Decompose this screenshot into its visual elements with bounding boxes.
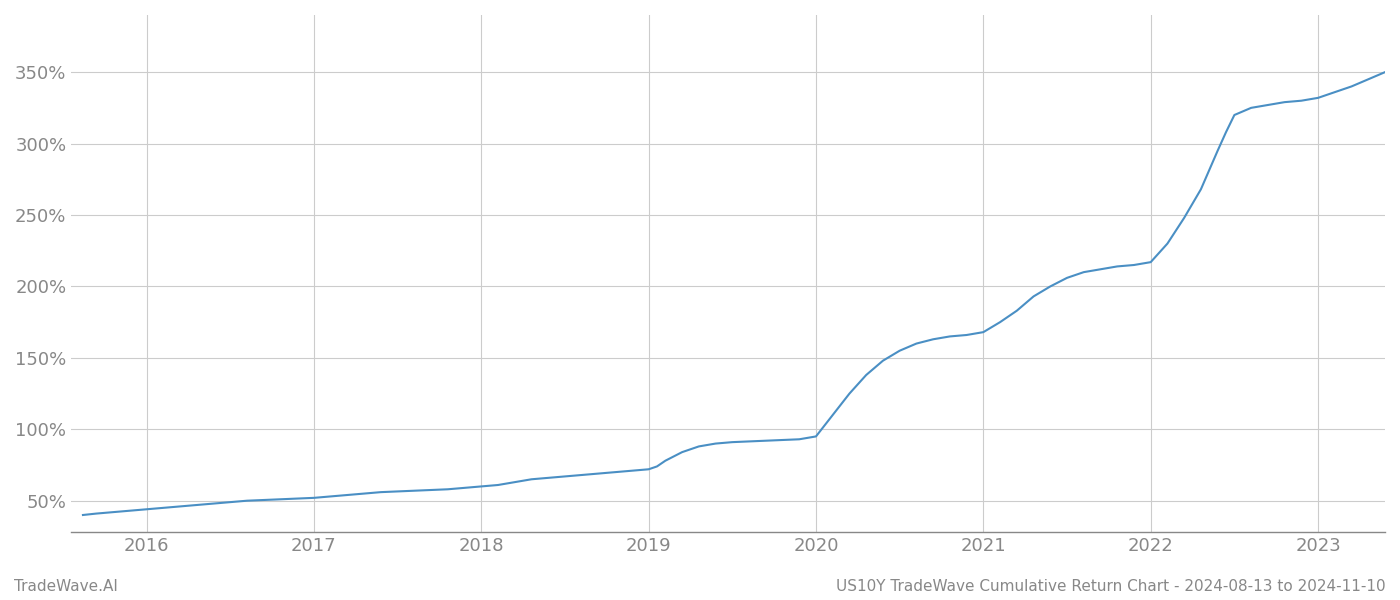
Text: US10Y TradeWave Cumulative Return Chart - 2024-08-13 to 2024-11-10: US10Y TradeWave Cumulative Return Chart … [836, 579, 1386, 594]
Text: TradeWave.AI: TradeWave.AI [14, 579, 118, 594]
